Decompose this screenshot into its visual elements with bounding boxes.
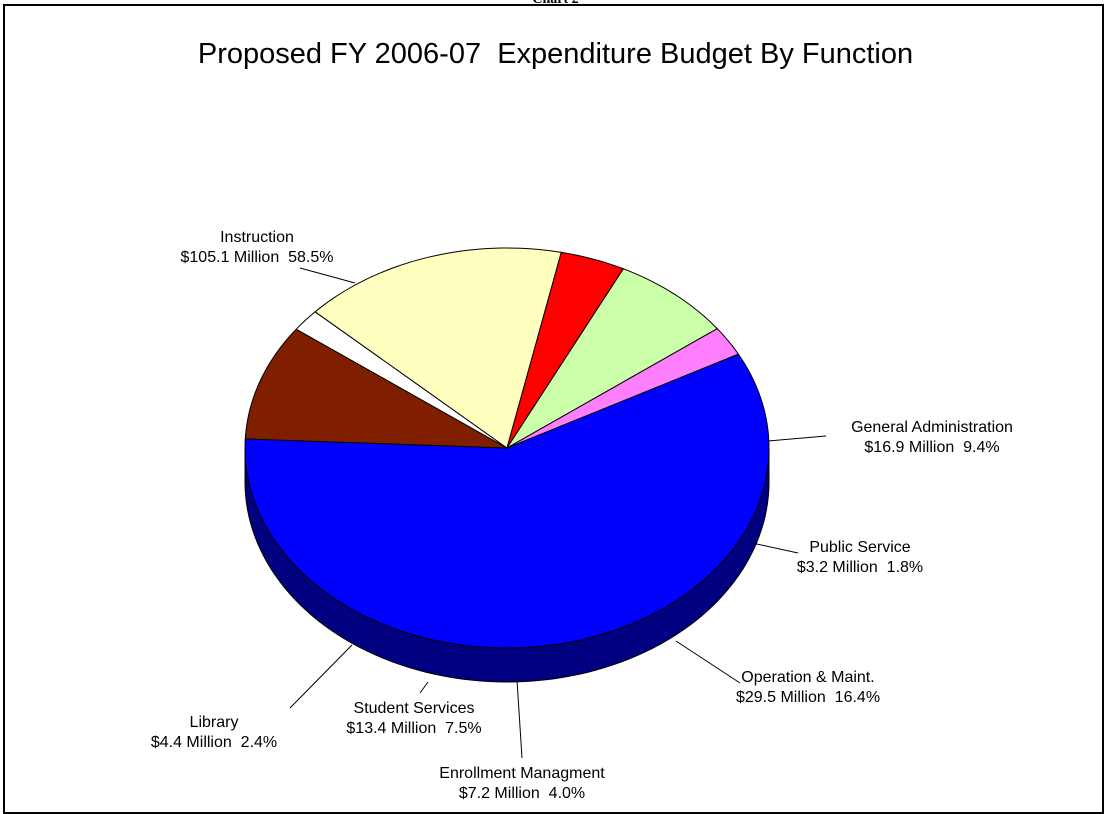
label-name-instruction: Instruction xyxy=(220,229,294,246)
pie-tops xyxy=(244,247,770,649)
slice-enrollment-managment xyxy=(506,251,625,449)
label-value-student-services: $13.4 Million 7.5% xyxy=(346,720,481,737)
chart-title: Proposed FY 2006-07 Expenditure Budget B… xyxy=(197,38,914,70)
leader-general-administration xyxy=(767,435,827,442)
label-value-public-service: $3.2 Million 1.8% xyxy=(797,559,923,576)
leader-student-services xyxy=(419,681,429,694)
label-name-enrollment-managment: Enrollment Managment xyxy=(439,765,605,782)
label-name-public-service: Public Service xyxy=(809,539,910,556)
chart-header-label: Chart 2 xyxy=(0,0,1111,8)
leader-lines xyxy=(289,267,827,759)
label-value-instruction: $105.1 Million 58.5% xyxy=(181,249,334,266)
leader-public-service xyxy=(751,542,799,554)
slice-operation-maint xyxy=(314,247,562,449)
label-value-general-administration: $16.9 Million 9.4% xyxy=(864,439,999,456)
slice-public-service xyxy=(295,311,508,449)
label-name-general-administration: General Administration xyxy=(851,419,1013,436)
label-name-student-services: Student Services xyxy=(354,700,475,717)
slice-instruction xyxy=(244,353,770,649)
leader-library xyxy=(289,644,353,709)
label-name-library: Library xyxy=(190,714,239,731)
slice-student-services xyxy=(506,268,719,449)
label-name-operation-maint: Operation & Maint. xyxy=(741,669,874,686)
slice-labels: Instruction $105.1 Million 58.5% General A… xyxy=(151,229,1013,802)
slice-library xyxy=(506,328,740,449)
label-value-operation-maint: $29.5 Million 16.4% xyxy=(736,689,880,706)
slice-general-administration xyxy=(244,328,508,449)
leader-operation-maint xyxy=(675,640,741,684)
label-value-library: $4.4 Million 2.4% xyxy=(151,734,277,751)
label-value-enrollment-managment: $7.2 Million 4.0% xyxy=(459,785,585,802)
leader-enrollment-managment xyxy=(516,679,523,759)
leader-instruction xyxy=(299,267,356,284)
